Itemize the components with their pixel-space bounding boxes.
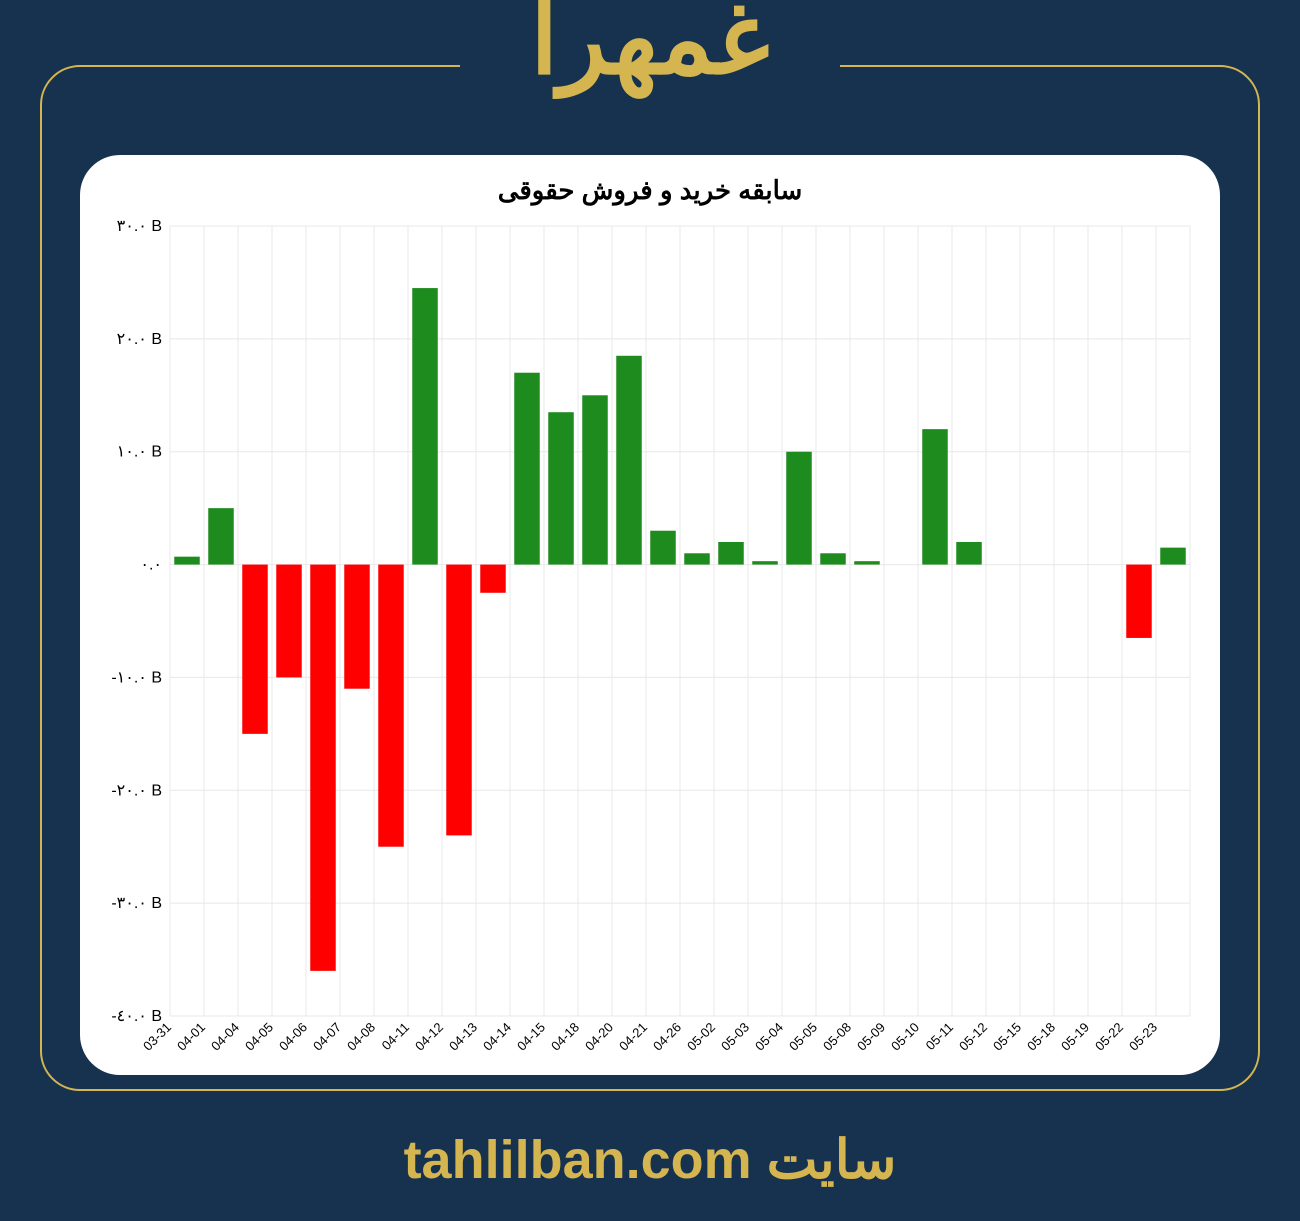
bar <box>174 557 200 565</box>
bar <box>582 395 608 564</box>
bar <box>344 565 370 689</box>
bar <box>684 553 710 564</box>
x-tick-label: 05-18 <box>1024 1020 1058 1054</box>
bar <box>276 565 302 678</box>
bar <box>616 356 642 565</box>
x-tick-label: 04-08 <box>344 1020 378 1054</box>
x-tick-label: 04-07 <box>310 1020 344 1054</box>
x-tick-label: 04-20 <box>582 1020 616 1054</box>
bar <box>786 452 812 565</box>
x-tick-label: 04-04 <box>208 1020 242 1054</box>
bar <box>854 561 880 564</box>
x-tick-label: 04-11 <box>379 1020 412 1053</box>
bar <box>1160 548 1186 565</box>
x-tick-label: 05-03 <box>718 1020 752 1054</box>
x-tick-label: 04-18 <box>548 1020 582 1054</box>
x-tick-label: 04-15 <box>514 1020 548 1054</box>
bar <box>480 565 506 593</box>
bar <box>548 412 574 564</box>
bar-chart-svg: ٣٠.٠ B ٢٠.٠ B ١٠.٠ B ٠.٠ -١٠.٠ B -٢٠.٠ B -٣٠.٠… <box>100 216 1200 1076</box>
stock-title: غمهرا <box>0 0 1300 97</box>
bar <box>752 561 778 564</box>
y-tick-label: -١٠.٠ B <box>111 669 162 686</box>
x-tick-label: 04-26 <box>650 1020 684 1054</box>
x-tick-label: 04-21 <box>616 1020 650 1054</box>
footer-site-label: سایت <box>767 1130 897 1190</box>
x-tick-label: 05-23 <box>1126 1020 1160 1054</box>
bar <box>1126 565 1152 638</box>
x-tick-label: 04-06 <box>276 1020 310 1054</box>
x-tick-label: 05-19 <box>1058 1020 1092 1054</box>
x-tick-label: 05-04 <box>752 1020 786 1054</box>
y-tick-label: -٢٠.٠ B <box>111 782 162 799</box>
bar <box>242 565 268 734</box>
x-tick-label: 05-08 <box>820 1020 854 1054</box>
bar <box>650 531 676 565</box>
footer-site-url: tahlilban.com <box>404 1130 752 1190</box>
bar <box>922 429 948 564</box>
y-tick-label: -٤٠.٠ B <box>111 1008 162 1025</box>
bar <box>718 542 744 565</box>
chart-card: سابقه خرید و فروش حقوقی ٣٠.٠ B ٢٠.٠ B ١٠.٠… <box>80 155 1220 1075</box>
y-tick-label: ٢٠.٠ B <box>117 331 162 348</box>
x-tick-label: 04-14 <box>480 1020 514 1054</box>
bar <box>378 565 404 847</box>
x-tick-label: 05-11 <box>923 1020 956 1053</box>
x-tick-label: 04-01 <box>174 1020 208 1054</box>
x-tick-label: 05-22 <box>1092 1020 1126 1054</box>
x-tick-label: 04-13 <box>446 1020 480 1054</box>
y-tick-label: -٣٠.٠ B <box>111 895 162 912</box>
x-tick-label: 04-12 <box>412 1020 446 1054</box>
bar <box>820 553 846 564</box>
x-tick-label: 05-09 <box>854 1020 888 1054</box>
bar <box>412 288 438 565</box>
x-tick-label: 05-10 <box>888 1020 922 1054</box>
x-tick-label: 05-05 <box>786 1020 820 1054</box>
x-tick-label: 05-02 <box>684 1020 718 1054</box>
bar <box>446 565 472 836</box>
bar <box>208 508 234 564</box>
y-tick-label: ١٠.٠ B <box>117 444 162 461</box>
y-tick-label: ٠.٠ <box>140 557 162 574</box>
bar <box>310 565 336 971</box>
x-tick-label: 05-15 <box>990 1020 1024 1054</box>
x-tick-label: 05-12 <box>956 1020 990 1054</box>
footer: سایت tahlilban.com <box>0 1128 1300 1191</box>
chart-area: ٣٠.٠ B ٢٠.٠ B ١٠.٠ B ٠.٠ -١٠.٠ B -٢٠.٠ B -٣٠.٠… <box>100 216 1200 1076</box>
bar <box>956 542 982 565</box>
x-tick-label: 04-05 <box>242 1020 276 1054</box>
chart-title: سابقه خرید و فروش حقوقی <box>100 175 1200 206</box>
bar <box>514 373 540 565</box>
y-tick-label: ٣٠.٠ B <box>117 218 162 235</box>
